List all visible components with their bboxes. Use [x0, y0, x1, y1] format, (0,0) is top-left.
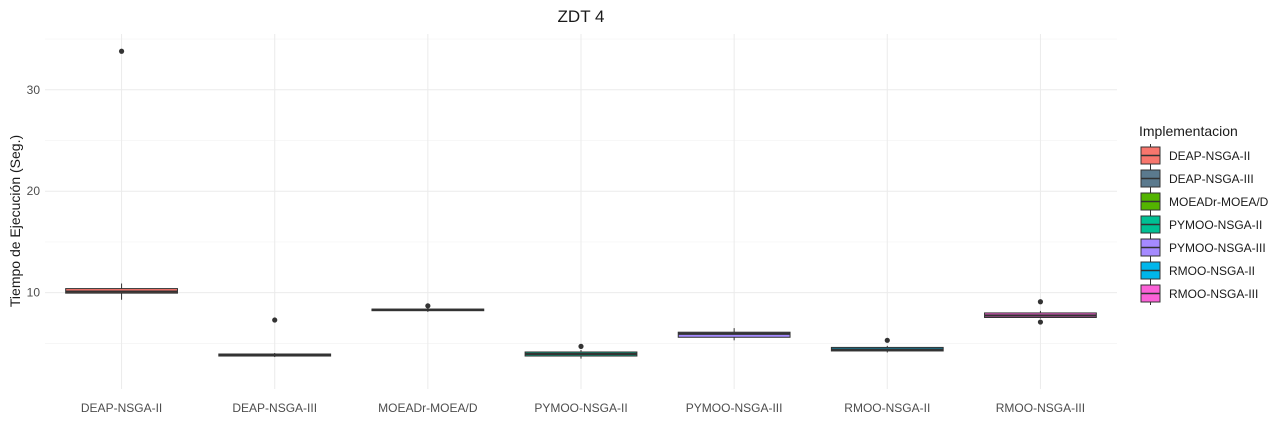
box-4: [524, 343, 638, 359]
x-tick-label: DEAP-NSGA-III: [232, 401, 317, 415]
legend-item-1: DEAP-NSGA-II: [1140, 144, 1250, 167]
legend-label: DEAP-NSGA-II: [1169, 149, 1250, 163]
x-tick-label: MOEADr-MOEA/D: [378, 401, 478, 415]
x-tick-label: PYMOO-NSGA-III: [686, 401, 783, 415]
x-tick-label: PYMOO-NSGA-II: [534, 401, 627, 415]
legend-title: Implementacion: [1139, 123, 1238, 139]
x-tick-label: RMOO-NSGA-II: [844, 401, 930, 415]
y-tick-label: 20: [27, 184, 41, 198]
legend: Implementacion DEAP-NSGA-II DEAP-NSGA-III…: [1139, 123, 1269, 305]
x-axis-ticks: DEAP-NSGA-II DEAP-NSGA-III MOEADr-MOEA/D PY…: [81, 401, 1085, 415]
legend-item-7: RMOO-NSGA-III: [1140, 282, 1258, 305]
legend-item-3: MOEADr-MOEA/D: [1140, 190, 1269, 213]
box-7: [984, 299, 1097, 325]
legend-item-4: PYMOO-NSGA-II: [1140, 213, 1262, 236]
x-tick-label: RMOO-NSGA-III: [996, 401, 1085, 415]
legend-item-2: DEAP-NSGA-III: [1140, 167, 1254, 190]
box-5: [677, 328, 791, 341]
boxes: [65, 48, 1097, 359]
legend-label: DEAP-NSGA-III: [1169, 172, 1254, 186]
y-axis-ticks: 10 20 30: [27, 83, 41, 300]
box-6: [830, 337, 944, 353]
outlier-point: [272, 317, 278, 323]
y-tick-label: 30: [27, 83, 41, 97]
grid: [45, 34, 1117, 389]
legend-label: PYMOO-NSGA-II: [1169, 218, 1262, 232]
legend-label: RMOO-NSGA-III: [1169, 287, 1258, 301]
y-axis-label: Tiempo de Ejecución (Seg.): [7, 135, 23, 307]
box-3: [371, 303, 485, 312]
outlier-point: [118, 48, 125, 54]
outlier-point: [884, 337, 890, 343]
box-1: [65, 48, 178, 300]
legend-label: MOEADr-MOEA/D: [1169, 195, 1269, 209]
x-tick-label: DEAP-NSGA-II: [81, 401, 162, 415]
legend-item-5: PYMOO-NSGA-III: [1140, 236, 1266, 259]
legend-label: RMOO-NSGA-II: [1169, 264, 1255, 278]
outlier-point: [578, 343, 584, 349]
outlier-point: [1037, 319, 1044, 325]
box-2: [218, 317, 332, 358]
y-tick-label: 10: [27, 286, 41, 300]
chart-title: ZDT 4: [558, 7, 605, 26]
legend-item-6: RMOO-NSGA-II: [1140, 259, 1255, 282]
outlier-point: [1037, 299, 1044, 305]
legend-label: PYMOO-NSGA-III: [1169, 241, 1266, 255]
outlier-point: [425, 303, 431, 309]
